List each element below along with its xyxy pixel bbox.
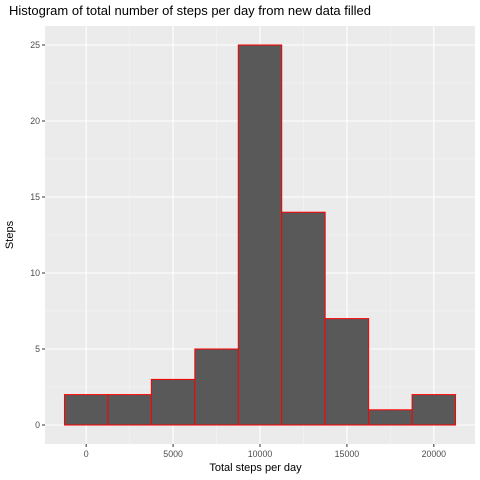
y-tick-label: 15 <box>30 192 40 202</box>
histogram-bars <box>63 44 457 426</box>
x-tick-label: 0 <box>84 449 89 459</box>
histogram-bar <box>237 44 283 426</box>
y-axis: 0 5 10 15 20 25 <box>30 40 45 430</box>
y-tick-label: 5 <box>35 344 40 354</box>
histogram-bar <box>150 378 196 426</box>
x-tick-label: 20000 <box>422 449 447 459</box>
x-axis: 0 5000 10000 15000 20000 <box>84 444 446 459</box>
x-axis-title: Total steps per day <box>209 462 302 474</box>
histogram-bar <box>368 409 413 426</box>
y-tick-label: 10 <box>30 268 40 278</box>
y-tick-label: 25 <box>30 40 40 50</box>
histogram-bar <box>107 394 152 426</box>
histogram-bar <box>411 394 457 426</box>
chart-title: Histogram of total number of steps per d… <box>9 3 371 18</box>
x-tick-label: 10000 <box>248 449 273 459</box>
x-tick-label: 15000 <box>335 449 360 459</box>
histogram-bar <box>324 318 370 426</box>
y-tick-label: 0 <box>35 420 40 430</box>
y-tick-label: 20 <box>30 116 40 126</box>
histogram-bar <box>281 211 326 426</box>
histogram-bar <box>194 348 239 426</box>
x-tick-label: 5000 <box>163 449 183 459</box>
y-axis-title: Steps <box>4 220 16 249</box>
histogram-bar <box>63 394 109 426</box>
